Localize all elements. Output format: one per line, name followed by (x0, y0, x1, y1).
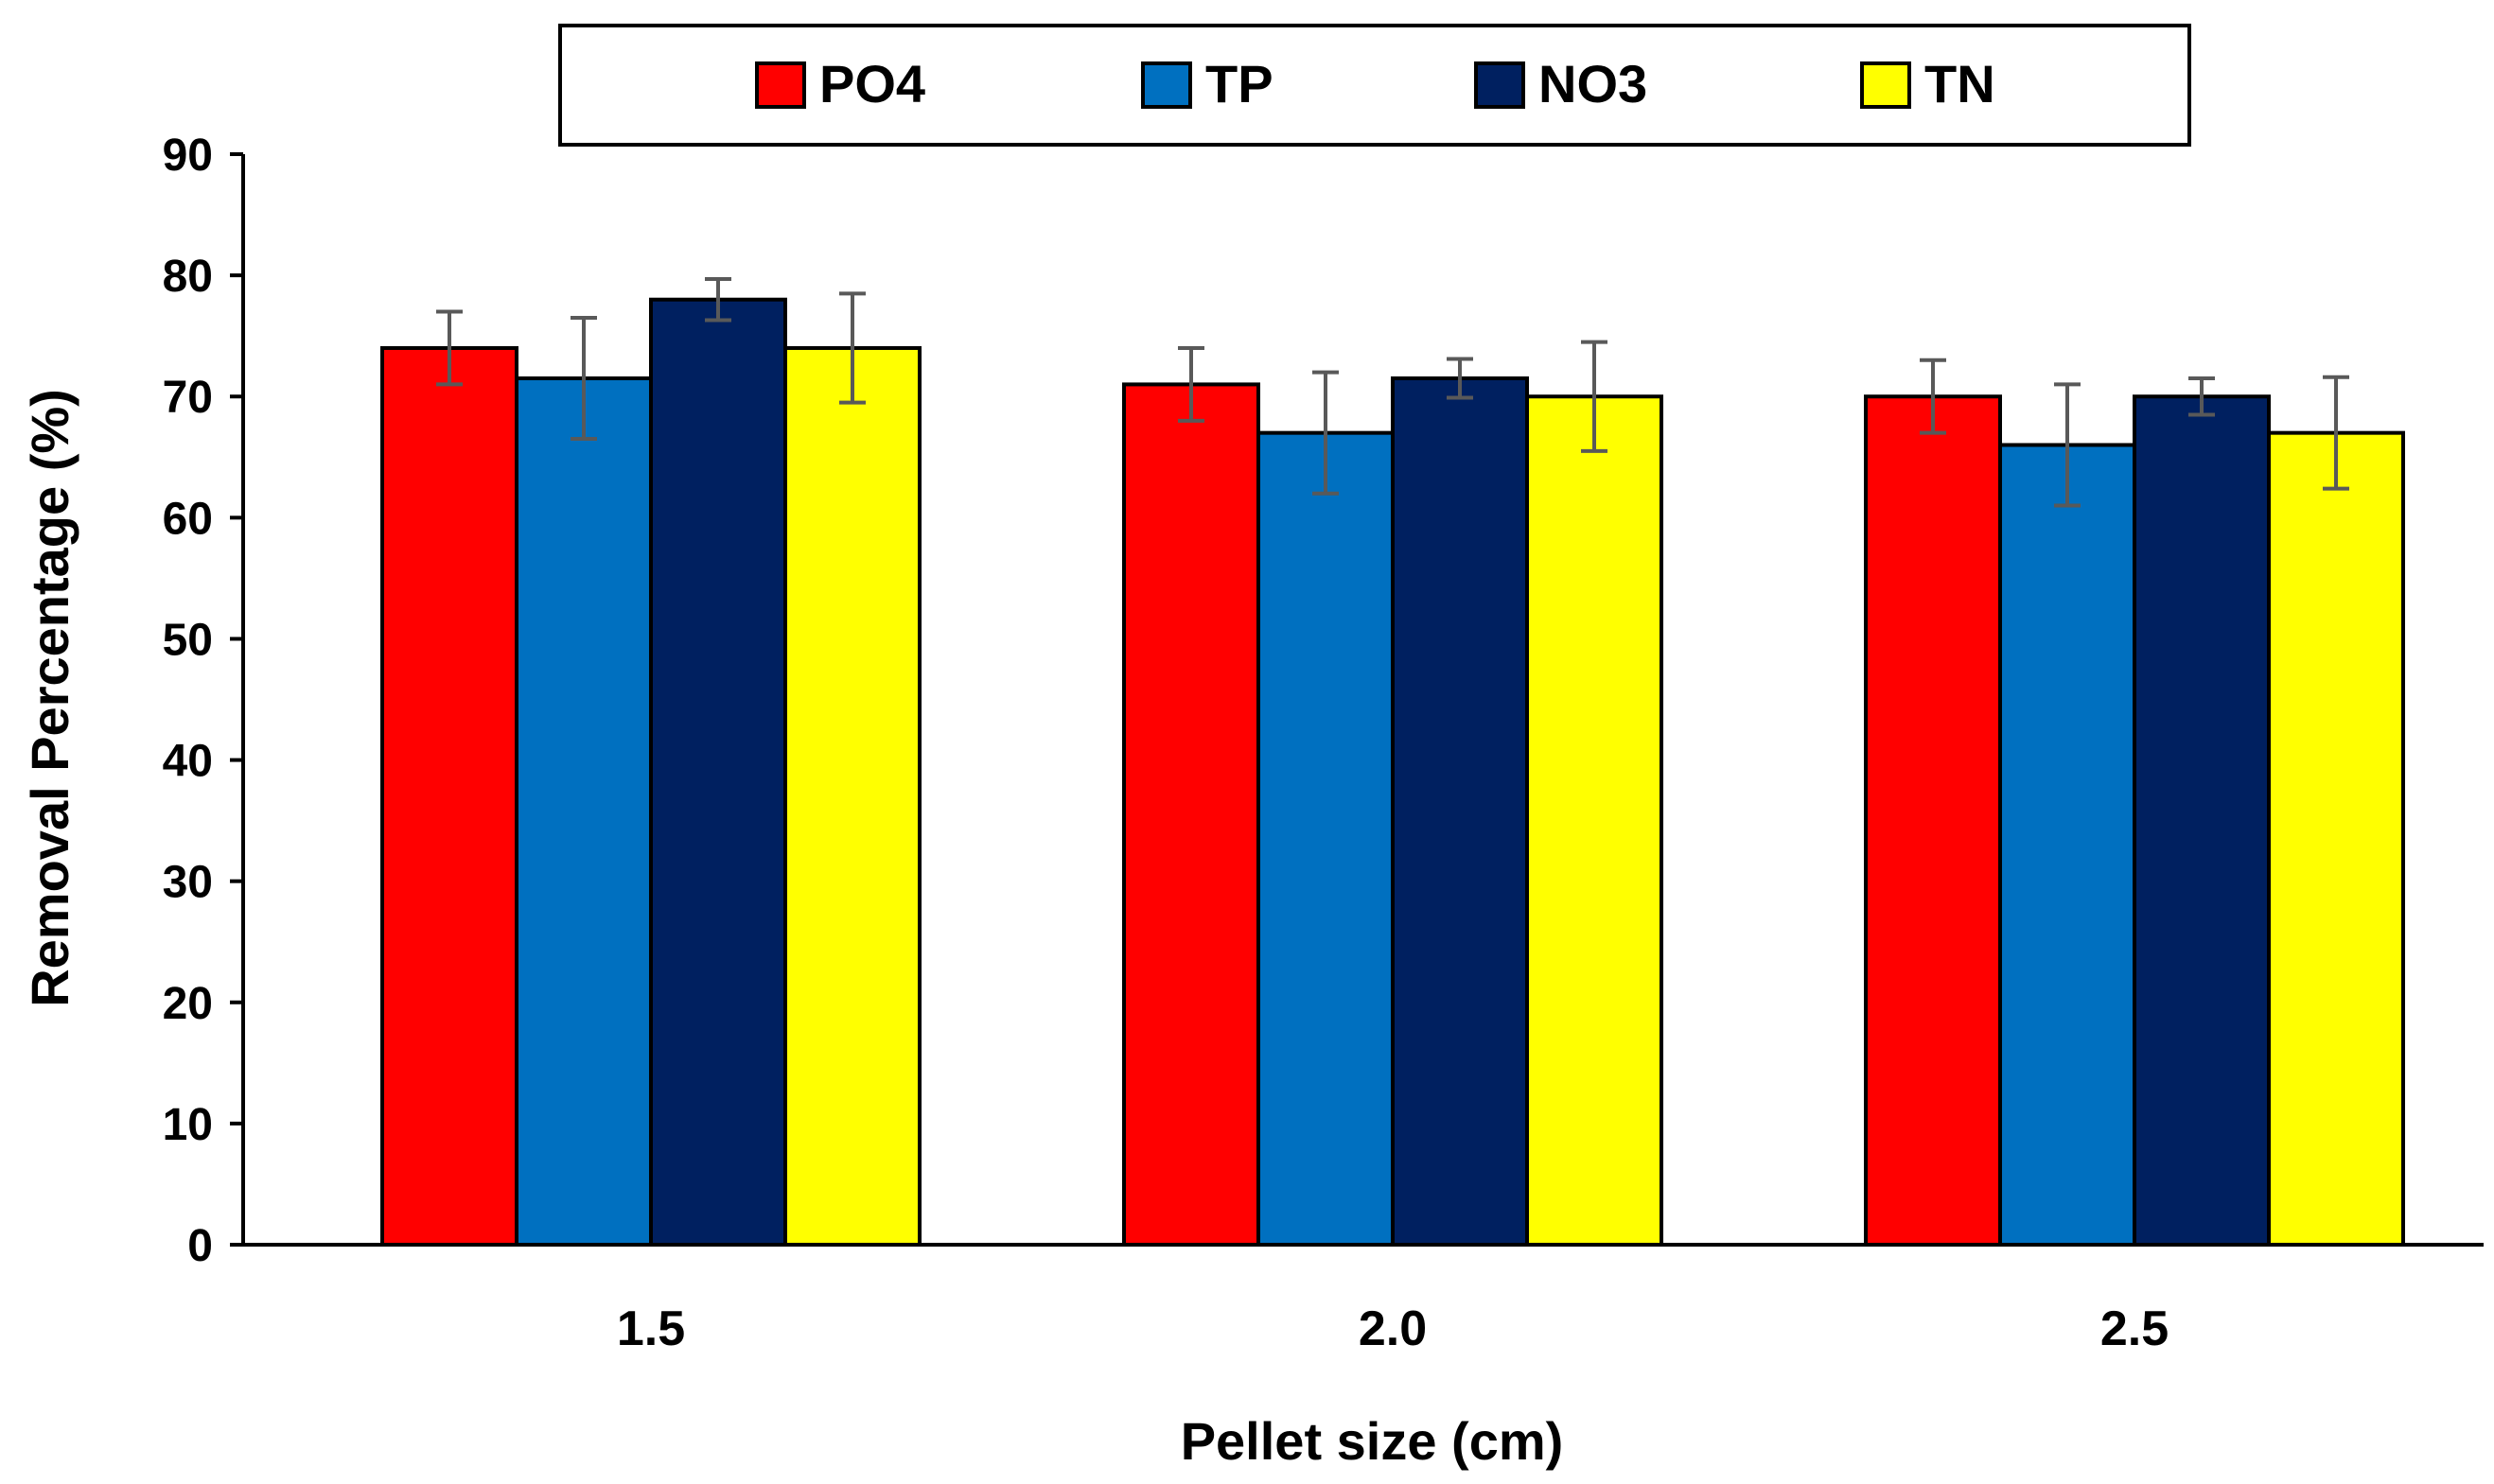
y-tick-label: 90 (163, 131, 213, 181)
error-bar-po4-2.0 (1178, 345, 1204, 423)
bar-po4-2.0 (1122, 382, 1260, 1247)
bar-no3-1.5 (649, 297, 787, 1247)
error-bar-po4-2.5 (1920, 358, 1946, 435)
y-tick-label: 70 (163, 373, 213, 423)
error-bar-no3-2.5 (2188, 376, 2215, 417)
bar-po4-2.5 (1864, 394, 2002, 1247)
y-tick-label: 10 (163, 1100, 213, 1150)
x-tick-label: 2.5 (2100, 1301, 2169, 1356)
y-tick-label: 0 (187, 1221, 213, 1271)
error-bar-no3-1.5 (705, 276, 731, 323)
bar-no3-2.0 (1391, 376, 1529, 1247)
error-bar-tn-2.0 (1581, 340, 1607, 453)
bar-no3-2.5 (2133, 394, 2271, 1247)
legend-swatch (1860, 61, 1911, 109)
bar-tp-1.5 (515, 376, 653, 1247)
error-bars (436, 276, 2349, 508)
error-bar-tp-2.0 (1312, 370, 1339, 496)
legend-item-tn: TN (1860, 54, 1995, 113)
bars (380, 297, 2405, 1247)
x-tick-label: 1.5 (617, 1301, 685, 1356)
x-tick-label: 2.0 (1359, 1301, 1427, 1356)
error-bar-tp-1.5 (571, 315, 597, 442)
legend-label: TN (1924, 54, 1995, 113)
legend-swatch (1474, 61, 1525, 109)
legend-label: PO4 (819, 54, 925, 113)
bar-tn-1.5 (783, 345, 922, 1247)
y-axis-ticks: 0 10 20 30 40 50 60 70 80 90 (163, 131, 243, 1271)
x-axis-ticks: 1.5 2.0 2.5 (617, 1301, 2169, 1356)
bar-tn-2.0 (1525, 394, 1663, 1247)
legend-item-tp: TP (1141, 54, 1273, 113)
error-bar-po4-1.5 (436, 309, 463, 387)
error-bar-tn-2.5 (2323, 375, 2349, 491)
error-bar-tp-2.5 (2054, 382, 2081, 508)
legend-item-po4: PO4 (755, 54, 925, 113)
legend: PO4 TP NO3 TN (558, 24, 2191, 147)
y-tick-label: 20 (163, 979, 213, 1029)
y-tick-label: 30 (163, 858, 213, 908)
x-axis-label: Pellet size (cm) (1181, 1411, 1564, 1471)
y-axis-label: Removal Percentage (%) (20, 389, 79, 1007)
y-tick-label: 80 (163, 252, 213, 302)
bar-po4-1.5 (380, 345, 518, 1247)
legend-label: TP (1205, 54, 1273, 113)
error-bar-tn-1.5 (839, 291, 866, 405)
legend-swatch (755, 61, 806, 109)
legend-label: NO3 (1538, 54, 1647, 113)
legend-box (558, 24, 2191, 147)
bar-tp-2.0 (1256, 430, 1395, 1247)
legend-swatch (1141, 61, 1192, 109)
bar-tn-2.5 (2267, 430, 2405, 1247)
y-tick-label: 40 (163, 737, 213, 787)
legend-item-no3: NO3 (1474, 54, 1647, 113)
bar-tp-2.5 (1998, 443, 2136, 1247)
y-tick-label: 60 (163, 494, 213, 544)
y-tick-label: 50 (163, 615, 213, 665)
error-bar-no3-2.0 (1447, 357, 1473, 400)
